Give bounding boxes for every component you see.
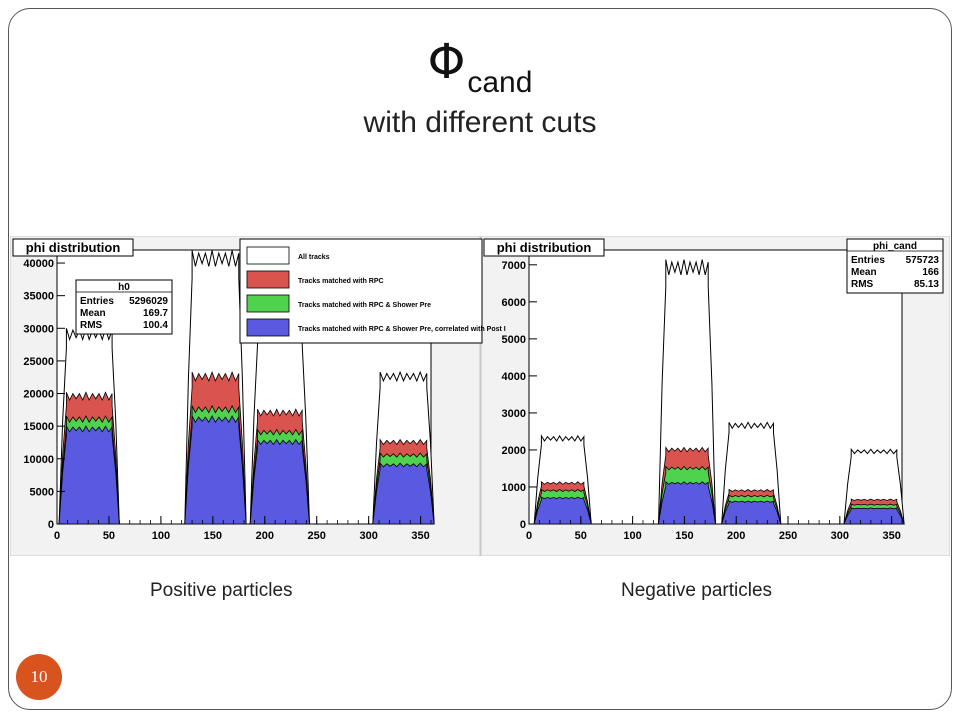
charts-panel: 0 50 100 150 200 250 300 350 0 5000 10000 15000 2000…	[9, 235, 951, 557]
y-tick-label: 4000	[502, 371, 526, 383]
histogram-title-box	[483, 238, 605, 257]
y-tick-label: 2000	[502, 445, 526, 457]
caption-negative: Negative particles	[621, 580, 773, 601]
y-tick-label: 6000	[502, 297, 526, 309]
series-3-peak-1	[658, 480, 716, 525]
histogram-figure: 0 50 100 150 200 250 300 3500500010000150002000…	[9, 235, 951, 557]
stats-box	[846, 238, 944, 294]
stats-key: Entries	[80, 296, 114, 307]
y-tick-label: 1000	[502, 482, 526, 494]
y-tick-label: 20000	[23, 389, 54, 401]
histogram-title: phi distribution	[497, 240, 592, 255]
slide-number-badge: 10	[16, 654, 62, 700]
x-tick-label: 100	[623, 530, 641, 542]
y-tick-label: 5000	[30, 486, 54, 498]
series-3-peak-0	[58, 424, 120, 525]
series-3-peak-0	[533, 496, 592, 525]
x-tick-label: 150	[675, 530, 693, 542]
slide-subtitle: with different cuts	[363, 106, 597, 139]
x-tick-label: 200	[256, 530, 274, 542]
legend-swatch	[246, 294, 290, 313]
y-tick-label: 3000	[502, 408, 526, 420]
stats-key: Mean	[80, 308, 106, 319]
stats-key: Entries	[851, 255, 885, 266]
stats-value: 169.7	[143, 308, 168, 319]
y-tick-label: 5000	[502, 334, 526, 346]
legend-label: Tracks matched with RPC & Shower Pre	[298, 302, 431, 309]
stats-box	[75, 279, 173, 335]
x-tick-label: 250	[779, 530, 797, 542]
legend-label: Tracks matched with RPC	[298, 278, 384, 285]
stats-value: 575723	[906, 255, 940, 266]
legend: All tracks Tracks matched with RPC Tracks …	[239, 238, 506, 344]
stats-key: RMS	[851, 279, 874, 290]
x-tick-label: 250	[308, 530, 326, 542]
histogram-title-box	[12, 238, 134, 257]
legend-swatch	[246, 318, 290, 337]
x-tick-label: 100	[152, 530, 170, 542]
stats-value: 166	[922, 267, 939, 278]
stats-value: 5296029	[129, 296, 168, 307]
stats-value: 100.4	[143, 320, 168, 331]
y-tick-label: 40000	[23, 258, 54, 270]
series-3-peak-3	[843, 507, 905, 525]
series-3-peak-2	[249, 438, 310, 525]
slide-title: Φcand	[0, 38, 960, 100]
histogram-title: phi distribution	[26, 240, 121, 255]
legend-swatch	[246, 270, 290, 289]
x-tick-label: 0	[526, 530, 532, 542]
x-tick-label: 200	[727, 530, 745, 542]
x-tick-label: 50	[575, 530, 587, 542]
series-3-peak-2	[721, 500, 782, 525]
histogram-negative: 0 50 100 150 200 250 300 350 0 1000 2000 3000 4000 50…	[483, 238, 944, 542]
series-3-peak-3	[372, 462, 435, 525]
x-tick-label: 300	[831, 530, 849, 542]
legend-label: All tracks	[298, 254, 330, 261]
y-tick-label: 7000	[502, 260, 526, 272]
slide-frame	[8, 8, 952, 710]
x-tick-label: 350	[882, 530, 900, 542]
x-tick-label: 0	[54, 530, 60, 542]
y-tick-label: 0	[48, 519, 54, 531]
legend-label: Tracks matched with RPC & Shower Pre, co…	[298, 326, 506, 333]
y-tick-label: 10000	[23, 454, 54, 466]
x-tick-label: 50	[103, 530, 115, 542]
title-subscript: cand	[467, 66, 533, 99]
y-tick-label: 35000	[23, 291, 54, 303]
stats-name: h0	[118, 282, 130, 293]
x-tick-label: 350	[411, 530, 429, 542]
y-tick-label: 25000	[23, 356, 54, 368]
plot-frame	[528, 249, 903, 525]
series-3-peak-1	[184, 415, 247, 525]
y-tick-label: 15000	[23, 421, 54, 433]
legend-swatch	[246, 246, 290, 265]
x-tick-label: 300	[359, 530, 377, 542]
stats-key: Mean	[851, 267, 877, 278]
stats-key: RMS	[80, 320, 103, 331]
y-tick-label: 30000	[23, 323, 54, 335]
title-symbol: Φ	[427, 34, 466, 90]
y-tick-label: 0	[520, 519, 526, 531]
stats-name: phi_cand	[873, 241, 917, 252]
caption-positive: Positive particles	[150, 580, 293, 601]
stats-value: 85.13	[914, 279, 939, 290]
x-tick-label: 150	[204, 530, 222, 542]
